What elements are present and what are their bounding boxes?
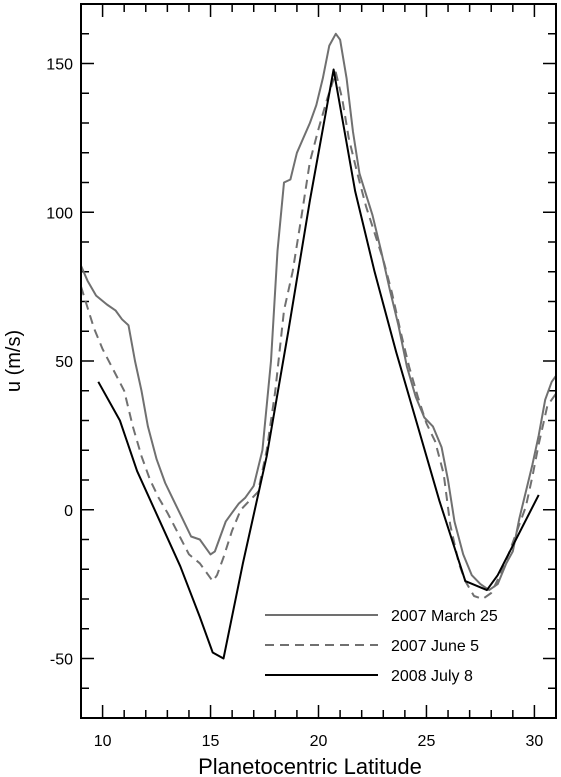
- legend-label: 2007 March 25: [391, 608, 498, 625]
- y-tick-label: -50: [50, 652, 73, 669]
- legend: 2007 March 25 2007 June 5 2008 July 8: [265, 608, 498, 685]
- y-tick-label: 0: [64, 503, 73, 520]
- legend-label: 2008 July 8: [391, 668, 473, 685]
- y-tick-label: 50: [55, 354, 73, 371]
- x-tick-label: 30: [526, 733, 544, 750]
- x-tick-label: 15: [202, 733, 220, 750]
- data-series: [81, 32, 556, 660]
- x-tick-label: 25: [418, 733, 436, 750]
- legend-label: 2007 June 5: [391, 638, 479, 655]
- y-tick-label: 100: [46, 205, 73, 222]
- x-tick-label: 10: [94, 733, 112, 750]
- series-line-2: [81, 71, 556, 600]
- x-tick-label: 20: [310, 733, 328, 750]
- x-axis-title: Planetocentric Latitude: [198, 754, 422, 777]
- series-line-3: [97, 68, 540, 660]
- series-line-1: [81, 32, 556, 592]
- y-tick-label: 150: [46, 57, 73, 74]
- tick-labels: 10 15 20 25 30 -50 0 50 100 150: [46, 57, 543, 751]
- y-axis-title: u (m/s): [3, 330, 25, 392]
- plot-frame: [80, 3, 557, 719]
